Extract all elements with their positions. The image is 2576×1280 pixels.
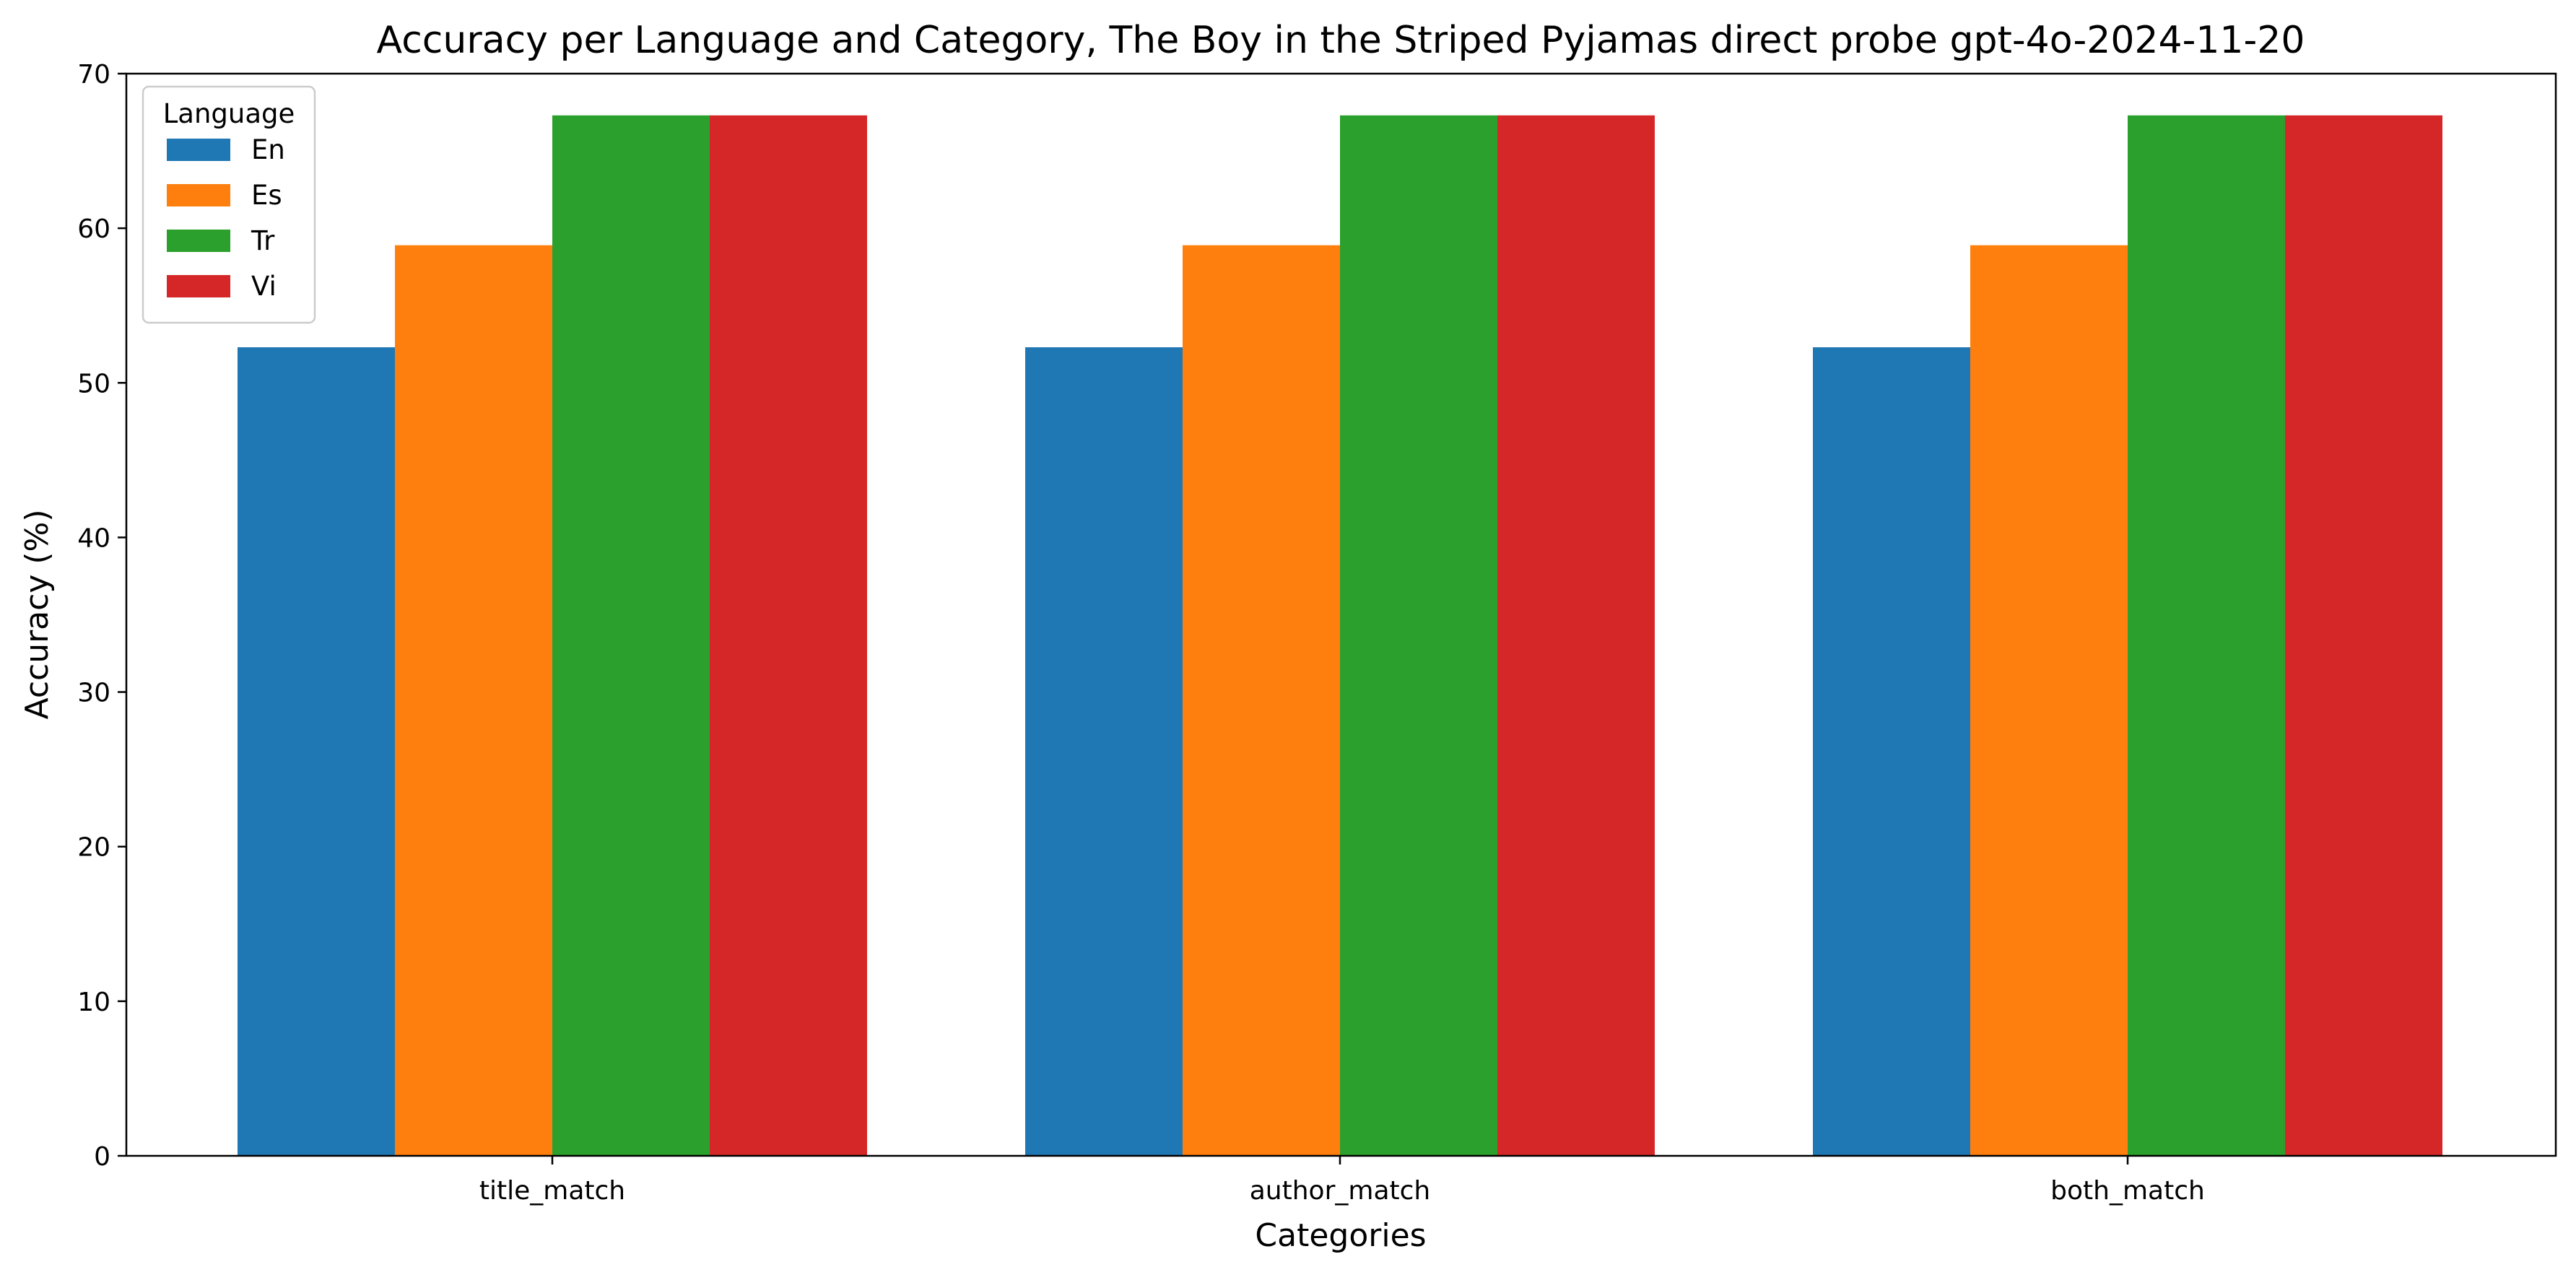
bar-vi-title-match [710,115,867,1156]
bar-tr-author-match [1340,115,1497,1156]
y-tick-label: 10 [77,988,110,1017]
bar-es-both-match [1970,245,2128,1156]
bar-en-both-match [1813,347,1970,1157]
legend-label-es: Es [251,180,282,211]
bar-vi-both-match [2285,115,2442,1156]
legend-label-tr: Tr [251,225,275,256]
y-tick-label: 50 [77,369,110,399]
bar-en-title-match [238,347,395,1157]
plot-frame [125,72,2557,1157]
bar-tr-both-match [2128,115,2285,1156]
y-tick-label: 40 [77,523,110,553]
bar-en-author-match [1025,347,1183,1157]
chart-title: Accuracy per Language and Category, The … [377,19,2305,62]
y-tick-label: 30 [77,679,110,708]
legend-swatch-tr [167,230,230,252]
legend-swatch-vi [167,275,230,297]
bars-layer [238,115,2442,1157]
y-tick-label: 60 [77,214,110,244]
bar-tr-title-match [552,115,710,1156]
bar-es-author-match [1183,245,1340,1156]
legend-swatch-es [167,184,230,206]
y-axis-label: Accuracy (%) [19,509,56,719]
y-tick-label: 0 [94,1142,110,1172]
x-tick-label: title_match [479,1176,625,1206]
legend-swatch-en [167,139,230,161]
x-axis-label: Categories [1255,1217,1426,1254]
legend-label-vi: Vi [251,271,277,302]
bar-vi-author-match [1497,115,1655,1156]
legend-title: Language [163,98,295,129]
x-tick-label: both_match [2050,1176,2205,1206]
legend-entries: En Es Tr Vi [167,134,285,302]
y-tick-label: 70 [77,60,110,90]
x-tick-label: author_match [1250,1176,1431,1206]
y-tick-label: 20 [77,833,110,863]
bar-es-title-match [395,245,552,1156]
legend-label-en: En [251,134,285,165]
ticks-layer: 0 10 20 30 40 50 60 70 title_match author_match bo… [77,60,2205,1206]
legend: Language En Es Tr Vi [142,85,316,324]
